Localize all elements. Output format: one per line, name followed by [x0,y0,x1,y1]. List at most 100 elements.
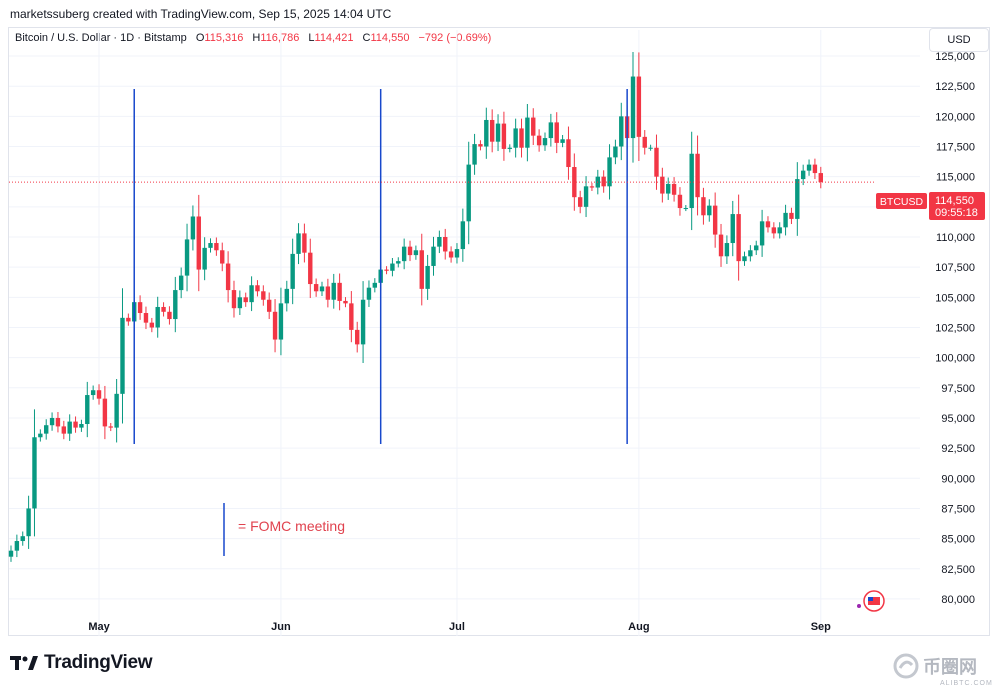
candle [730,200,735,257]
candle [648,144,653,151]
candle-body [671,183,677,195]
candle [407,240,413,262]
candle [79,419,84,432]
candle [26,495,31,549]
y-tick-label: 92,500 [941,443,975,455]
candle [190,205,196,251]
candle [243,292,248,307]
candle [220,242,225,272]
candle-body [601,176,606,187]
candle [577,190,583,214]
candle [161,302,166,317]
candle-body [55,417,61,427]
candle-body [319,286,325,292]
candle [548,113,554,147]
price-tag-countdown: 09:55:18 [935,207,978,219]
candle-body [513,128,518,148]
candle-body [161,306,166,312]
candle-body [736,214,741,262]
candle [296,223,301,265]
candle-body [495,123,501,142]
x-tick-label: Sep [811,621,831,633]
candle-body [137,302,143,314]
candle-body [67,421,72,434]
candle-body [413,250,419,256]
candle-body [472,144,477,165]
currency-button[interactable]: USD [929,28,989,52]
candle-body [14,541,20,551]
candle [102,385,108,440]
fomc-legend: = FOMC meeting [223,503,345,556]
watermark: 币圈网 [893,653,977,679]
candle [208,238,213,253]
candle-body [812,164,818,174]
candle-body [554,122,559,143]
x-tick-label: Jun [271,621,291,633]
candle [319,281,325,296]
candle [261,285,266,306]
candle [184,223,190,292]
candle [114,378,119,443]
candle-body [261,291,266,300]
candle [214,237,219,256]
candle [560,134,565,148]
candle [472,133,477,175]
candle [419,233,424,306]
candle [396,257,401,268]
time-axis[interactable]: May Jun Jul Aug Sep [88,621,831,633]
candle [331,273,336,309]
candle [167,306,172,325]
candle-body [44,425,49,434]
candle-body [237,297,243,309]
y-tick-label: 115,000 [936,172,975,184]
candle [178,267,184,299]
candle [401,238,407,270]
candle-body [114,393,119,428]
candle-body [190,216,196,240]
price-tag-price: 114,550 [935,195,974,207]
candle [765,216,771,233]
price-axis[interactable]: 80,000 82,500 85,000 87,500 90,000 92,500 95,0… [935,51,975,606]
candle-body [184,239,190,276]
low-label: L [308,32,315,44]
candle-body [243,297,248,303]
candle [718,223,724,267]
watermark-subtext: ALIBTC.COM [940,680,993,687]
candle-body [73,421,78,428]
candle [231,280,237,318]
candle [425,254,430,300]
candle-body [425,265,430,289]
candle [302,223,307,263]
candle-body [642,136,647,148]
flag-badge-icon[interactable] [857,590,885,612]
tradingview-logo-text: TradingView [44,652,153,673]
candle-body [249,285,254,303]
candle [519,118,524,158]
candle-body [102,398,108,427]
candle [196,194,201,292]
candle [49,412,55,431]
candles [8,51,823,562]
candle [677,187,683,216]
candle-body [765,221,771,228]
candle [173,276,178,333]
candle [601,170,606,193]
candle [32,409,37,537]
candle-body [331,282,336,300]
candle [666,177,671,200]
candle [742,251,747,266]
open-value: 115,316 [204,32,244,44]
candle [237,290,243,315]
candle-body [701,197,706,216]
chart-frame [8,27,990,636]
candle [707,199,712,222]
candle-body [478,144,483,147]
y-tick-label: 107,500 [935,262,975,274]
candle-body [683,208,689,210]
candle [754,240,759,255]
candle-body [296,233,301,254]
candle [759,209,765,257]
candle [736,194,741,281]
candle [478,140,483,151]
